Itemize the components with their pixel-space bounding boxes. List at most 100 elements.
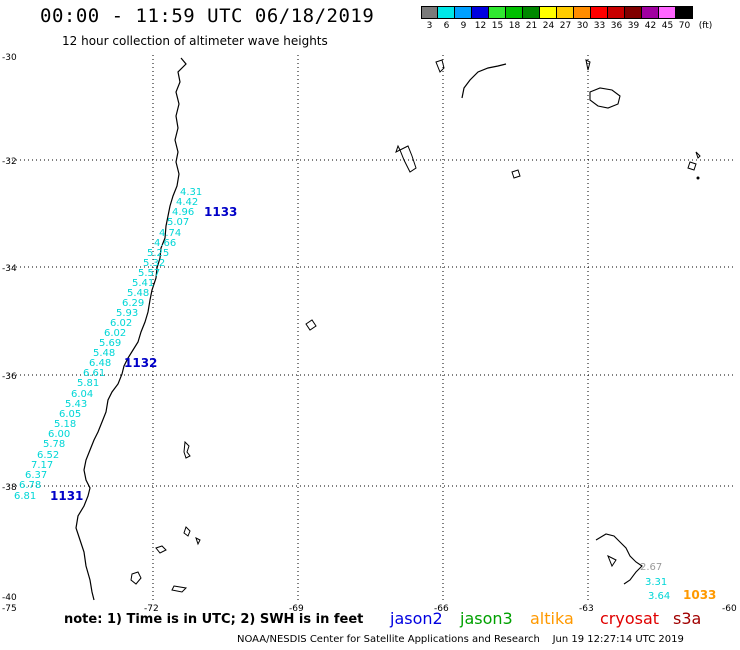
swh-reading: 5.48 — [127, 288, 149, 299]
colorbar-swatch — [574, 6, 591, 19]
colorbar-swatch — [455, 6, 472, 19]
colorbar-swatch — [676, 6, 693, 19]
island — [183, 526, 191, 537]
lake — [305, 319, 317, 331]
longitude-labels: -75 -72 -69 -66 -63 -60 — [2, 604, 737, 614]
island — [155, 545, 167, 554]
swh-reading: 5.41 — [132, 278, 154, 289]
swh-reading: 4.74 — [159, 228, 181, 239]
colorbar-label: 15 — [491, 21, 504, 31]
island — [695, 151, 701, 159]
colorbar-label: 6 — [443, 21, 450, 31]
argentina-coastline — [461, 63, 507, 99]
lat-label: -34 — [2, 264, 17, 274]
legend-jason3: jason3 — [460, 609, 513, 628]
se-coastline — [595, 533, 643, 585]
swh-reading: 5.48 — [93, 348, 115, 359]
colorbar-swatch — [489, 6, 506, 19]
lat-label: -30 — [2, 53, 17, 63]
colorbar-label: 39 — [627, 21, 640, 31]
swh-reading: 6.78 — [19, 480, 41, 491]
legend-jason2: jason2 — [390, 609, 443, 628]
swh-reading: 5.81 — [77, 378, 99, 389]
lon-label: -60 — [722, 604, 737, 614]
map-subtitle: 12 hour collection of altimeter wave hei… — [62, 34, 328, 48]
colorbar-label: 27 — [559, 21, 572, 31]
colorbar-swatch — [421, 6, 438, 19]
colorbar-label: 3 — [426, 21, 433, 31]
island — [585, 59, 591, 71]
legend-s3a: s3a — [673, 609, 702, 628]
swh-reading: 5.93 — [116, 308, 138, 319]
swh-reading: 3.64 — [648, 591, 670, 602]
footnote: note: 1) Time is in UTC; 2) SWH is in fe… — [64, 612, 364, 627]
lat-label: -38 — [2, 483, 17, 493]
lon-label: -69 — [289, 604, 304, 614]
swh-reading: 3.31 — [645, 577, 667, 588]
swh-reading: 6.05 — [59, 409, 81, 420]
colorbar-label: 24 — [542, 21, 555, 31]
lon-label: -66 — [434, 604, 449, 614]
swh-reading: 4.42 — [176, 197, 198, 208]
lon-label: -63 — [579, 604, 594, 614]
swh-reading: 5.18 — [54, 419, 76, 430]
island — [687, 161, 697, 171]
lake — [511, 169, 521, 179]
swh-reading: 2.67 — [640, 562, 662, 573]
lake — [589, 87, 621, 109]
pass-time-label: 1132 — [124, 356, 157, 370]
swh-reading: 6.61 — [83, 368, 105, 379]
swh-reading: 5.57 — [138, 268, 160, 279]
colorbar-label: 9 — [460, 21, 467, 31]
colorbar-swatch — [625, 6, 642, 19]
swh-reading: 5.32 — [143, 258, 165, 269]
wave-height-colorbar — [421, 6, 693, 19]
colorbar-swatch — [523, 6, 540, 19]
latitude-labels: -30 -32 -34 -36 -38 -40 — [2, 53, 17, 603]
colorbar-label: 18 — [508, 21, 521, 31]
swh-reading: 6.52 — [37, 450, 59, 461]
swh-reading: 4.66 — [154, 238, 176, 249]
swh-reading: 6.81 — [14, 491, 36, 502]
colorbar-label: 12 — [474, 21, 487, 31]
colorbar-unit: (ft) — [698, 21, 713, 31]
island — [696, 176, 700, 180]
credit-line: NOAA/NESDIS Center for Satellite Applica… — [237, 634, 684, 645]
swh-reading: 6.37 — [25, 470, 47, 481]
colorbar-label: 45 — [661, 21, 674, 31]
pass-time-label: 1033 — [683, 588, 716, 602]
island — [171, 585, 188, 593]
swh-reading: 4.96 — [172, 207, 194, 218]
colorbar-swatch — [659, 6, 676, 19]
colorbar-swatch — [642, 6, 659, 19]
swh-reading: 4.31 — [180, 187, 202, 198]
swh-reading: 5.25 — [147, 248, 169, 259]
colorbar-swatch — [591, 6, 608, 19]
lat-label: -32 — [2, 157, 17, 167]
chile-coastline — [75, 57, 187, 601]
swh-reading: 5.07 — [167, 217, 189, 228]
colorbar-swatch — [472, 6, 489, 19]
legend-cryosat: cryosat — [600, 609, 660, 628]
colorbar-label: 70 — [678, 21, 691, 31]
island — [395, 144, 401, 153]
pass-time-labels: 1133 1132 1131 1033 — [50, 205, 716, 602]
legend-altika: altika — [530, 609, 574, 628]
colorbar-swatch — [608, 6, 625, 19]
colorbar-label: 42 — [644, 21, 657, 31]
map-title: 00:00 - 11:59 UTC 06/18/2019 — [40, 5, 375, 27]
lat-label: -40 — [2, 593, 17, 603]
graticule — [8, 55, 733, 600]
pass-time-label: 1131 — [50, 489, 83, 503]
colorbar-swatch — [557, 6, 574, 19]
swh-reading: 6.02 — [110, 318, 132, 329]
swh-reading: 5.43 — [65, 399, 87, 410]
swh-reading: 6.02 — [104, 328, 126, 339]
island — [435, 59, 445, 73]
lat-label: -36 — [2, 372, 17, 382]
lon-label: -72 — [144, 604, 159, 614]
swh-reading: 5.78 — [43, 439, 65, 450]
island — [183, 440, 191, 459]
colorbar-swatch — [506, 6, 523, 19]
